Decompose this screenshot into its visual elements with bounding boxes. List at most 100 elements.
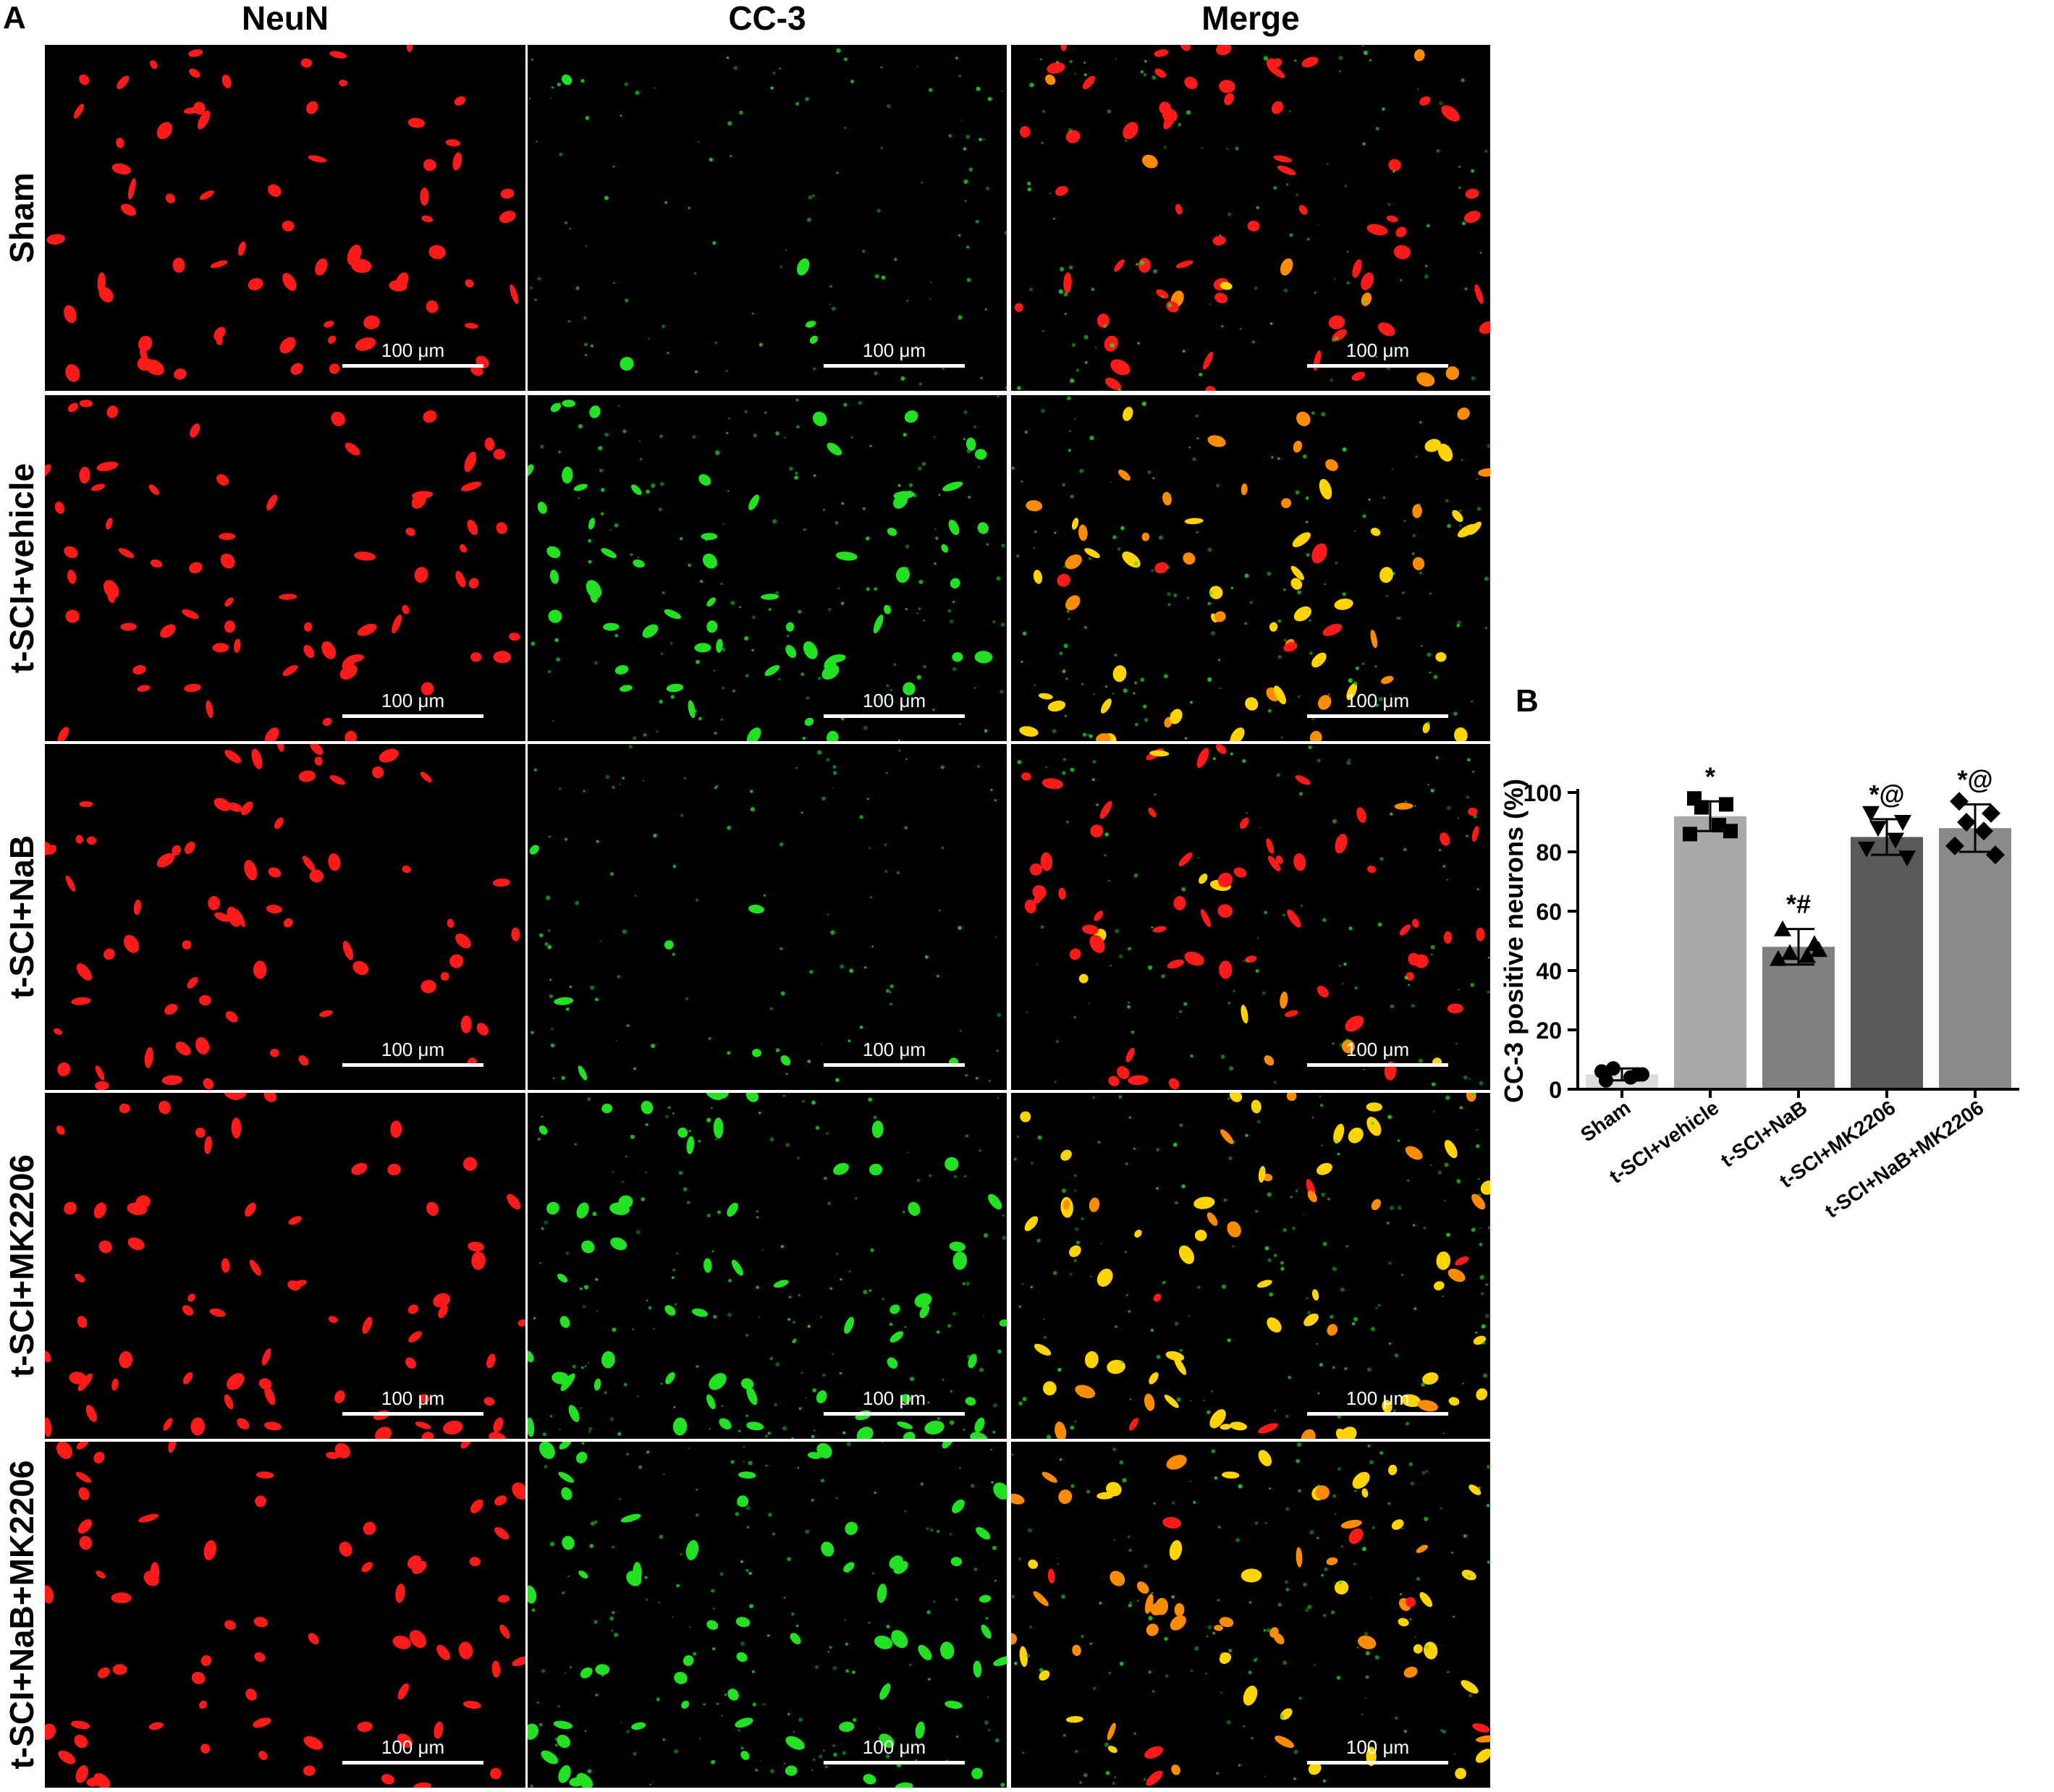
- micrograph-vehicle-merge: 100 μm: [1011, 395, 1490, 741]
- cell-field: [1011, 1442, 1490, 1786]
- row-label-nab-wrap: t-SCI+NaB: [0, 744, 43, 1090]
- cell-field: [528, 1442, 1007, 1788]
- cell-field: [45, 1442, 525, 1788]
- cell-field: [45, 744, 520, 1090]
- bar-1: [1674, 816, 1746, 1089]
- data-point-3-0: [1862, 806, 1880, 822]
- scale-bar: [1307, 1063, 1448, 1067]
- data-point-4-1: [1982, 803, 2000, 823]
- scale-bar-label: 100 μm: [862, 1039, 926, 1060]
- micrograph-nab-cc3: 100 μm: [528, 744, 1007, 1090]
- scale-bar: [1307, 364, 1448, 368]
- cell-field: [45, 1093, 525, 1439]
- panel-b-letter: B: [1516, 683, 1539, 719]
- data-point-1-5: [1723, 824, 1738, 839]
- data-point-2-4: [1770, 950, 1787, 966]
- scale-bar-label: 100 μm: [381, 1387, 445, 1409]
- data-point-0-4: [1594, 1064, 1609, 1079]
- micrograph-sham-merge: 100 μm: [1011, 45, 1490, 391]
- scale-bar: [342, 714, 483, 718]
- row-label-nab-mk2206: t-SCI+NaB+MK2206: [3, 1460, 41, 1770]
- cell-field: [529, 745, 1002, 1083]
- scale-bar: [1307, 1761, 1448, 1764]
- y-tick-label-40: 40: [1536, 958, 1562, 984]
- scale-bar: [342, 1063, 483, 1067]
- data-point-1-4: [1683, 827, 1697, 842]
- scale-bar-label: 100 μm: [1345, 339, 1410, 361]
- bar-4: [1939, 828, 2011, 1089]
- scale-bar-label: 100 μm: [381, 1736, 445, 1758]
- col-header-merge: Merge: [1201, 0, 1300, 37]
- scale-bar: [342, 1412, 483, 1416]
- scale-bar-label: 100 μm: [1345, 1039, 1410, 1060]
- scale-bar: [342, 1761, 483, 1764]
- row-label-mk2206-wrap: t-SCI+MK2206: [0, 1093, 43, 1439]
- cell-field: [1014, 45, 1490, 391]
- scale-bar-label: 100 μm: [381, 339, 445, 361]
- data-point-4-5: [1986, 845, 2005, 865]
- bar-2: [1762, 947, 1835, 1089]
- micrograph-mk2206-cc3: 100 μm: [528, 1093, 1007, 1439]
- x-tick-label-0: Sham: [1576, 1096, 1634, 1146]
- data-point-3-5: [1898, 850, 1916, 867]
- data-point-2-3: [1799, 947, 1816, 963]
- significance-label-4: *@: [1957, 764, 1992, 794]
- significance-label-2: *#: [1786, 889, 1811, 919]
- micrograph-nab-mk2206-merge: 100 μm: [1011, 1442, 1490, 1788]
- scale-bar-label: 100 μm: [862, 1736, 926, 1758]
- micrograph-sham-neun: 100 μm: [45, 45, 525, 391]
- micrograph-vehicle-cc3: 100 μm: [528, 395, 1007, 741]
- scale-bar-label: 100 μm: [862, 1387, 926, 1409]
- data-point-4-4: [1945, 836, 1964, 855]
- cell-field: [528, 48, 1007, 389]
- data-point-3-4: [1858, 841, 1875, 858]
- data-point-1-2: [1694, 800, 1709, 815]
- micrograph-mk2206-neun: 100 μm: [45, 1093, 525, 1439]
- col-header-cc3: CC-3: [728, 0, 806, 37]
- scale-bar: [824, 1412, 965, 1416]
- panel-a-letter: A: [3, 0, 26, 35]
- scale-bar-label: 100 μm: [1345, 1736, 1410, 1758]
- data-point-4-3: [1974, 821, 1993, 841]
- y-tick-label-100: 100: [1523, 780, 1562, 806]
- scale-bar-label: 100 μm: [1345, 690, 1410, 711]
- scale-bar: [824, 1761, 965, 1764]
- micrograph-sham-cc3: 100 μm: [528, 45, 1007, 391]
- data-point-0-5: [1635, 1067, 1649, 1082]
- data-point-3-1: [1894, 815, 1911, 831]
- data-point-0-2: [1606, 1061, 1620, 1076]
- scale-bar-label: 100 μm: [381, 1039, 445, 1060]
- scale-bar: [824, 364, 965, 368]
- y-tick-label-0: 0: [1549, 1077, 1562, 1103]
- cell-field: [1013, 1093, 1490, 1439]
- data-point-1-1: [1719, 797, 1733, 812]
- data-point-4-2: [1957, 813, 1976, 832]
- micrograph-nab-neun: 100 μm: [45, 744, 525, 1090]
- data-point-2-2: [1781, 944, 1799, 960]
- cell-field: [1011, 396, 1490, 741]
- data-point-3-3: [1887, 832, 1904, 849]
- significance-label-1: *: [1705, 761, 1715, 791]
- micrograph-vehicle-neun: 100 μm: [45, 395, 525, 741]
- scale-bar: [824, 714, 965, 718]
- y-tick-label-80: 80: [1536, 840, 1562, 866]
- scale-bar-label: 100 μm: [381, 690, 445, 711]
- cell-field: [528, 395, 1005, 741]
- scale-bar-label: 100 μm: [862, 339, 926, 361]
- micrograph-mk2206-merge: 100 μm: [1011, 1093, 1490, 1439]
- significance-label-3: *@: [1869, 779, 1904, 809]
- scale-bar-label: 100 μm: [1345, 1387, 1410, 1409]
- x-tick-label-4: t-SCI+NaB+MK2206: [1821, 1096, 1988, 1222]
- y-tick-label-60: 60: [1536, 899, 1562, 925]
- row-label-nab: t-SCI+NaB: [3, 834, 41, 999]
- micrograph-nab-mk2206-neun: 100 μm: [45, 1442, 525, 1788]
- row-label-sham: Sham: [3, 172, 41, 263]
- scale-bar-label: 100 μm: [862, 690, 926, 711]
- data-point-2-5: [1810, 941, 1827, 958]
- cell-field: [1017, 744, 1490, 1090]
- row-label-nab-mk2206-wrap: t-SCI+NaB+MK2206: [0, 1442, 43, 1788]
- data-point-1-3: [1712, 818, 1726, 833]
- micrograph-nab-merge: 100 μm: [1011, 744, 1490, 1090]
- data-point-4-0: [1950, 792, 1969, 811]
- scale-bar: [1307, 1412, 1448, 1416]
